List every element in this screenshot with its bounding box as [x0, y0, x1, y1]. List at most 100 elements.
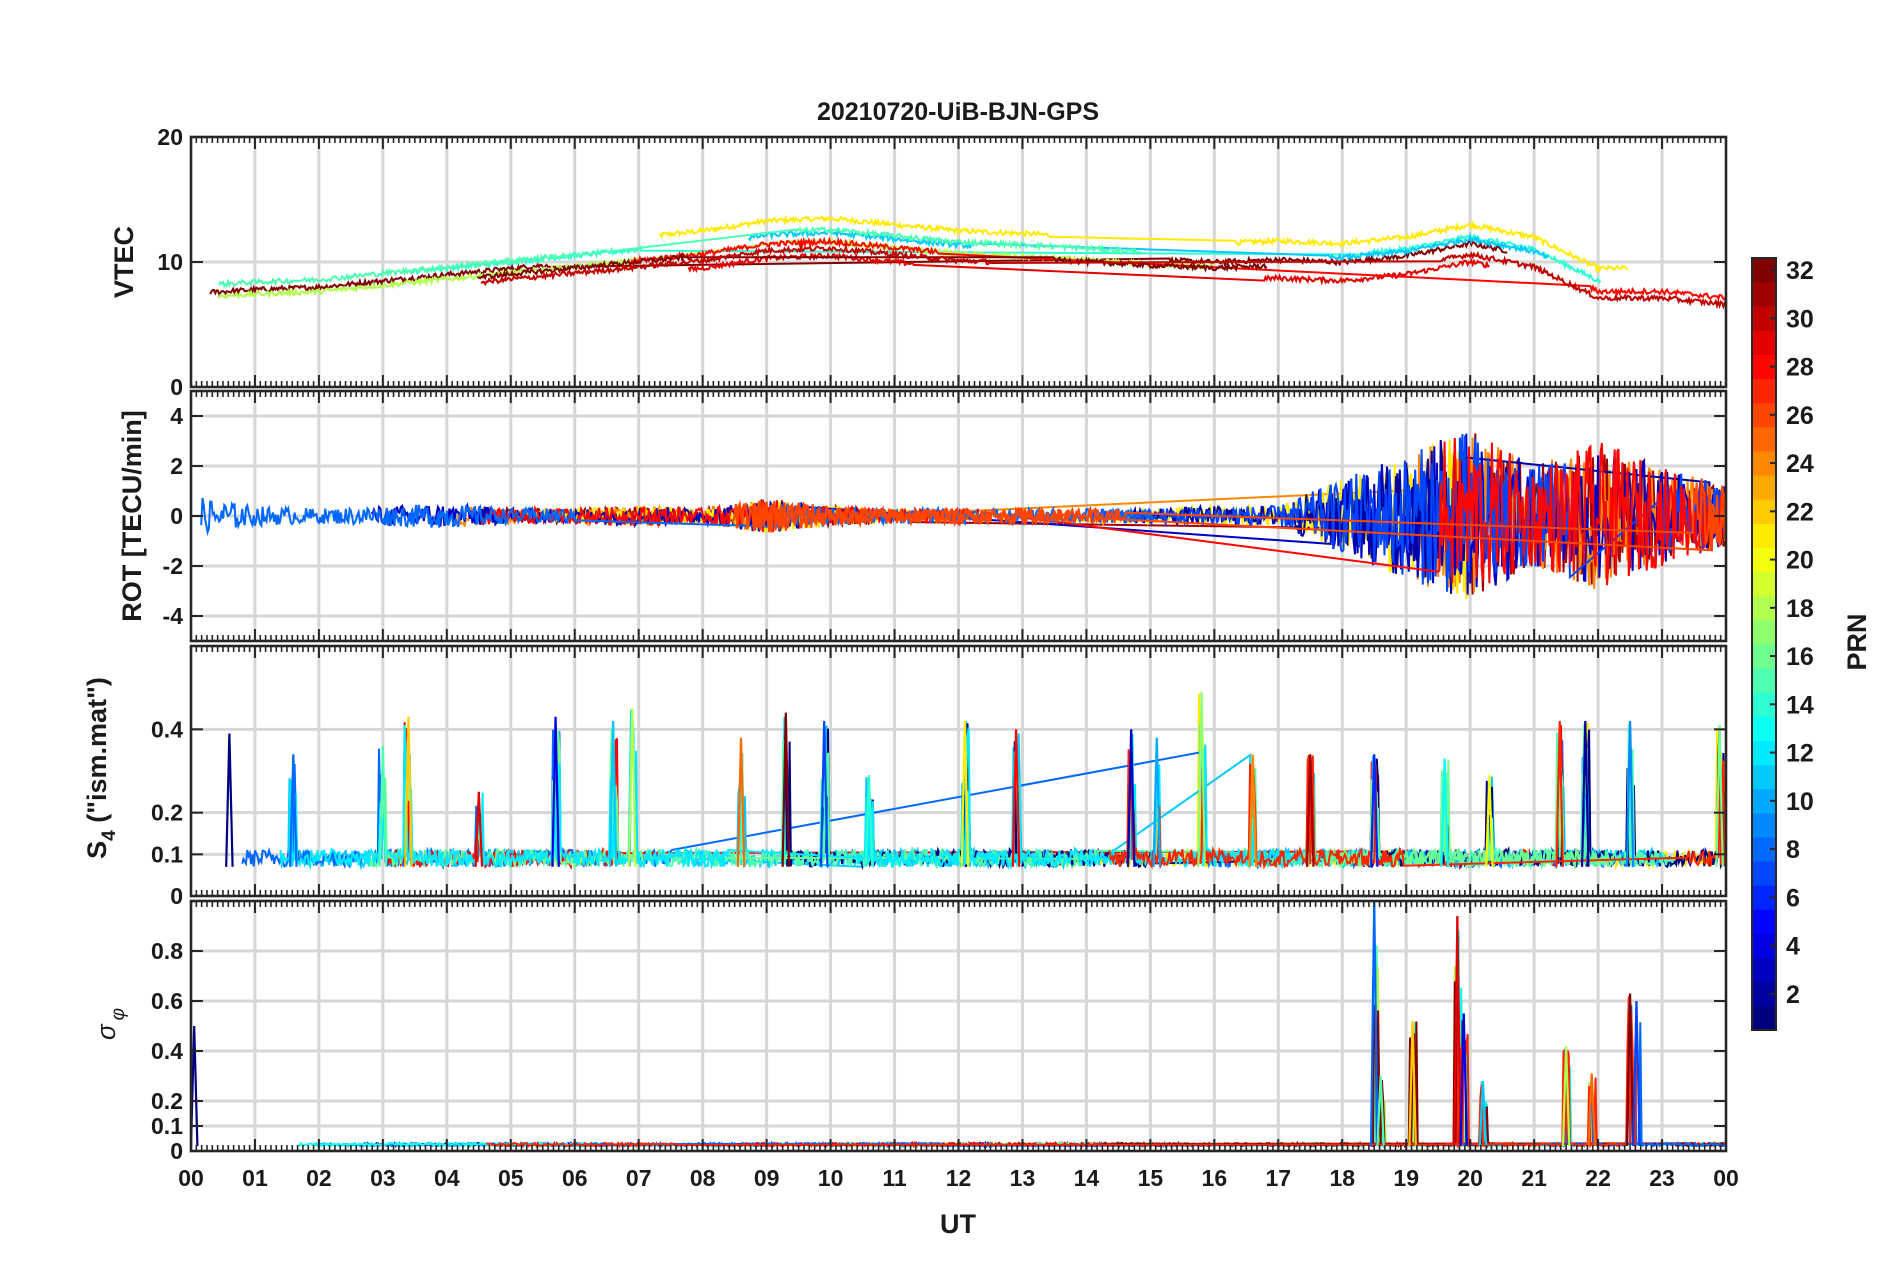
colorbar-band	[1752, 475, 1776, 500]
colorbar-band	[1752, 330, 1776, 355]
peak-mark	[1376, 1075, 1385, 1147]
x-tick-label: 18	[1329, 1165, 1355, 1191]
colorbar-band	[1752, 571, 1776, 597]
y-tick-label: 0	[170, 503, 183, 529]
peak-mark	[608, 720, 618, 867]
peak-mark	[1440, 758, 1449, 867]
x-tick-label: 08	[690, 1165, 716, 1191]
peak-mark	[1561, 1045, 1571, 1147]
y-tick-label: 0.4	[151, 716, 183, 742]
peak-mark	[1632, 1000, 1641, 1147]
y-tick-label: -4	[163, 603, 184, 629]
peak-mark	[404, 716, 413, 867]
x-tick-label: 21	[1521, 1165, 1547, 1191]
y-tick-label: 0.6	[151, 988, 183, 1014]
sigma-label-main: σ	[91, 1023, 121, 1040]
colorbar-tick-label: 16	[1786, 643, 1814, 671]
satellite-trace	[659, 214, 1629, 274]
colorbar-tick-label: 26	[1786, 402, 1814, 430]
colorbar-band	[1752, 909, 1776, 934]
x-axis-label: UT	[940, 1209, 976, 1239]
colorbar-tick-label: 8	[1786, 836, 1800, 864]
peak-mark	[1555, 720, 1565, 867]
peak-mark	[1625, 720, 1635, 867]
colorbar-tick-label: 10	[1786, 788, 1814, 816]
satellite-trace	[486, 996, 1639, 1149]
x-tick-label: 11	[882, 1165, 907, 1191]
satellite-trace	[477, 252, 1268, 281]
peak-mark	[551, 716, 560, 867]
y-tick-label: 0	[170, 883, 183, 909]
x-tick-label: 22	[1585, 1165, 1611, 1191]
peak-mark	[819, 720, 829, 867]
s4-label-main: S	[82, 841, 112, 859]
traces-s4	[225, 691, 1726, 871]
colorbar-tick-label: 30	[1786, 305, 1814, 333]
peak-mark	[474, 791, 484, 867]
colorbar-band	[1752, 812, 1776, 838]
colorbar-tick-label: 12	[1786, 740, 1814, 768]
peak-mark	[1197, 691, 1206, 867]
colorbar-band	[1752, 1005, 1776, 1031]
colorbar-band	[1752, 282, 1776, 307]
y-tick-label: 0.1	[151, 1113, 183, 1139]
peak-mark	[864, 775, 874, 867]
peak-mark	[1152, 737, 1162, 867]
y-axis-label-rot: ROT [TECU/min]	[117, 410, 147, 621]
x-tick-label: 09	[754, 1165, 780, 1191]
x-tick-label: 23	[1649, 1165, 1675, 1191]
colorbar-band	[1752, 957, 1776, 983]
x-tick-label: 17	[1265, 1165, 1291, 1191]
peak-mark	[1408, 1020, 1417, 1147]
y-axis-label-sigma-phi: σφ	[91, 1008, 129, 1040]
y-tick-label: 20	[157, 124, 183, 150]
x-tick-label: 00	[178, 1165, 204, 1191]
colorbar-tick-label: 14	[1786, 691, 1814, 719]
x-tick-label: 01	[242, 1165, 268, 1191]
colorbar-band	[1752, 426, 1776, 452]
colorbar-band	[1752, 861, 1776, 886]
colorbar-tick-label: 32	[1786, 257, 1814, 285]
peak-mark	[736, 737, 746, 867]
traces-vtec	[209, 214, 1726, 310]
y-tick-label: 0	[170, 1138, 183, 1164]
s4-label-sub: 4	[99, 830, 120, 841]
x-tick-label: 14	[1074, 1165, 1100, 1191]
colorbar-tick-label: 4	[1786, 933, 1800, 961]
peak-mark	[1580, 720, 1590, 867]
x-tick-label: 20	[1457, 1165, 1483, 1191]
x-tick-label: 05	[498, 1165, 524, 1191]
peak-mark	[628, 708, 637, 867]
colorbar-tick-label: 18	[1786, 595, 1814, 623]
peak-mark	[1485, 775, 1494, 867]
satellite-trace	[217, 236, 1216, 300]
peak-mark	[960, 720, 970, 867]
satellite-trace	[631, 236, 1726, 302]
sigma-label-sub: φ	[108, 1008, 129, 1020]
y-tick-label: 0.4	[151, 1038, 183, 1064]
peak-mark	[1369, 754, 1379, 867]
colorbar-tick-label: 2	[1786, 981, 1800, 1009]
colorbar-band	[1752, 668, 1776, 693]
colorbar-band	[1752, 523, 1776, 548]
colorbar-tick-label: 6	[1786, 884, 1800, 912]
y-tick-label: 0.2	[151, 800, 183, 826]
peak-mark	[1305, 754, 1315, 867]
x-tick-label: 02	[306, 1165, 332, 1191]
colorbar-tick-label: 20	[1786, 547, 1814, 575]
y-tick-label: 0.1	[151, 841, 183, 867]
colorbar-label: PRN	[1842, 613, 1872, 670]
colorbar-band	[1752, 619, 1776, 645]
y-tick-label: 0.8	[151, 938, 183, 964]
x-tick-label: 00	[1713, 1165, 1739, 1191]
peak-mark	[225, 733, 234, 867]
peak-mark	[1478, 1080, 1488, 1147]
satellite-trace	[1108, 749, 1726, 870]
x-tick-label: 19	[1393, 1165, 1419, 1191]
colorbar-band	[1752, 764, 1776, 790]
x-tick-label: 15	[1138, 1165, 1164, 1191]
x-tick-label: 12	[946, 1165, 972, 1191]
colorbar-frame	[1751, 257, 1777, 1031]
colorbar-tick-label: 28	[1786, 354, 1814, 382]
x-tick-label: 04	[434, 1165, 460, 1191]
